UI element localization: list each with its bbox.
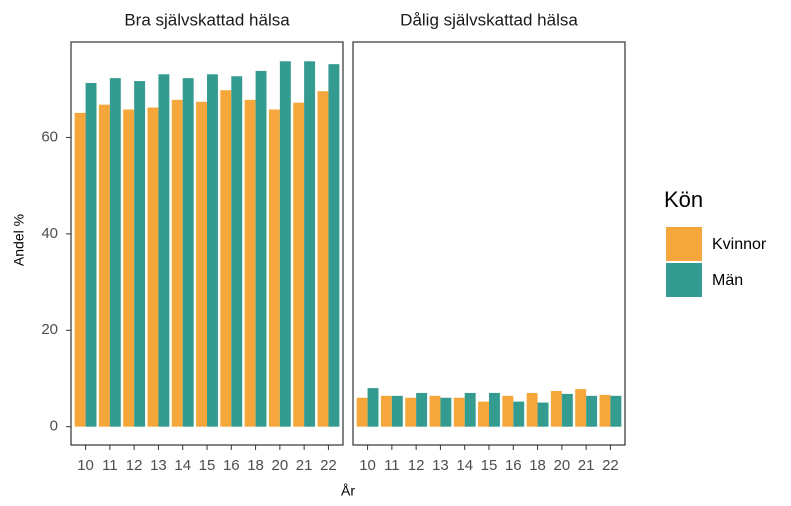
bar [244, 99, 256, 427]
bar [526, 392, 538, 427]
x-tick-label: 16 [505, 457, 522, 474]
x-tick-label: 20 [554, 457, 571, 474]
x-tick-label: 12 [408, 457, 425, 474]
y-tick-label: 0 [50, 418, 58, 435]
bar [513, 401, 525, 427]
bar [182, 78, 194, 427]
x-tick-label: 10 [77, 457, 94, 474]
panel-border [352, 41, 626, 446]
bar [561, 393, 573, 427]
x-tick-label: 10 [359, 457, 376, 474]
bar [231, 76, 243, 427]
facet-title: Dålig självskattad hälsa [400, 10, 578, 29]
y-axis-title: Andel % [11, 214, 27, 266]
bar [85, 82, 97, 427]
bar [356, 397, 368, 427]
bar [537, 402, 549, 427]
bar [268, 109, 280, 427]
x-tick-label: 11 [102, 457, 118, 474]
legend-title: Kön [664, 187, 703, 212]
bar [158, 74, 170, 427]
bar [380, 395, 392, 427]
legend-key [666, 263, 702, 297]
x-tick-label: 18 [529, 457, 546, 474]
x-tick-label: 15 [199, 457, 216, 474]
bar [575, 389, 587, 427]
bar [391, 395, 403, 427]
bar [317, 91, 329, 427]
bar [220, 90, 232, 427]
bar [279, 61, 291, 427]
bar [429, 395, 441, 427]
bar [134, 81, 146, 427]
y-tick-label: 40 [41, 225, 58, 242]
bar [255, 70, 267, 427]
bar [464, 392, 476, 427]
legend-label: Män [712, 272, 743, 289]
bar [123, 109, 135, 427]
bar [610, 395, 622, 427]
bar [304, 61, 316, 427]
bar [328, 64, 340, 427]
x-axis-title: År [341, 483, 355, 499]
legend-label: Kvinnor [712, 236, 767, 253]
bar [440, 397, 452, 427]
bar [478, 401, 489, 427]
x-tick-label: 18 [247, 457, 264, 474]
x-tick-label: 16 [223, 457, 240, 474]
y-tick-label: 60 [41, 128, 58, 145]
bar [367, 388, 379, 427]
x-tick-label: 14 [456, 457, 473, 474]
facet-title: Bra självskattad hälsa [124, 10, 290, 29]
bar [502, 395, 514, 427]
bar [599, 394, 611, 427]
legend-key [666, 227, 702, 261]
bar [147, 107, 159, 427]
bar [74, 112, 86, 427]
bar [586, 395, 598, 427]
bar [416, 392, 428, 427]
bar [109, 78, 121, 427]
x-tick-label: 20 [272, 457, 289, 474]
x-tick-label: 13 [150, 457, 167, 474]
x-tick-label: 14 [174, 457, 191, 474]
bar [489, 392, 500, 427]
bar [453, 397, 465, 427]
y-tick-label: 20 [41, 321, 58, 338]
x-tick-label: 11 [384, 457, 400, 474]
x-tick-label: 22 [320, 457, 337, 474]
x-tick-label: 21 [296, 457, 313, 474]
x-tick-label: 12 [126, 457, 143, 474]
bar [207, 74, 218, 427]
x-tick-label: 15 [481, 457, 498, 474]
x-tick-label: 22 [602, 457, 619, 474]
x-tick-label: 13 [432, 457, 449, 474]
bar [196, 101, 207, 427]
x-tick-label: 21 [578, 457, 595, 474]
bar [293, 102, 305, 427]
bar [405, 397, 417, 427]
bar [171, 99, 183, 427]
bar [98, 104, 110, 427]
panel-border [70, 41, 344, 446]
bar [550, 391, 562, 427]
